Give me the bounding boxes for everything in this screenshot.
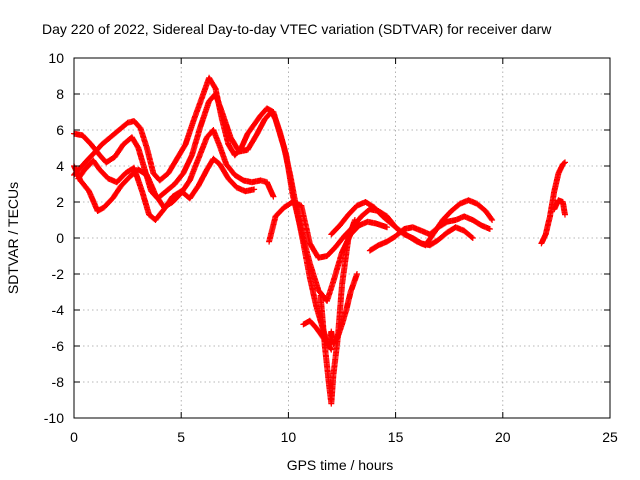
y-tick-label: -8 xyxy=(52,374,65,390)
y-tick-label: -6 xyxy=(52,338,65,354)
series-track-11 xyxy=(551,197,568,218)
data-point-markers xyxy=(75,155,258,223)
x-axis-label: GPS time / hours xyxy=(287,457,394,473)
series-track-4 xyxy=(75,155,258,223)
y-tick-label: 6 xyxy=(56,122,64,138)
x-tick-label: 5 xyxy=(177,429,185,445)
data-point-markers xyxy=(538,159,568,247)
x-tick-label: 25 xyxy=(602,429,618,445)
y-tick-label: 10 xyxy=(48,50,64,66)
y-tick-label: 2 xyxy=(56,194,64,210)
data-point-markers xyxy=(317,217,358,407)
ticks: 0 5 10 15 20 25 -10 -8 -6 -4 -2 0 2 4 6 8 10 xyxy=(44,50,618,445)
y-tick-label: -2 xyxy=(52,266,65,282)
x-tick-label: 0 xyxy=(70,429,78,445)
y-tick-label: -4 xyxy=(52,302,65,318)
series-layer xyxy=(71,74,568,407)
y-tick-label: 0 xyxy=(56,230,64,246)
data-point-markers xyxy=(366,213,493,254)
y-tick-label: 4 xyxy=(56,158,64,174)
x-tick-label: 10 xyxy=(281,429,297,445)
x-tick-label: 15 xyxy=(388,429,404,445)
grid xyxy=(74,58,610,418)
series-track-10 xyxy=(538,159,568,247)
y-tick-label: 8 xyxy=(56,86,64,102)
y-axis-label: SDTVAR / TECUs xyxy=(5,182,21,294)
chart-title: Day 220 of 2022, Sidereal Day-to-day VTE… xyxy=(42,21,552,37)
series-track-9 xyxy=(317,217,358,407)
y-tick-label: -10 xyxy=(44,410,64,426)
data-point-markers xyxy=(551,197,568,218)
x-tick-label: 20 xyxy=(495,429,511,445)
series-track-7 xyxy=(366,213,493,254)
